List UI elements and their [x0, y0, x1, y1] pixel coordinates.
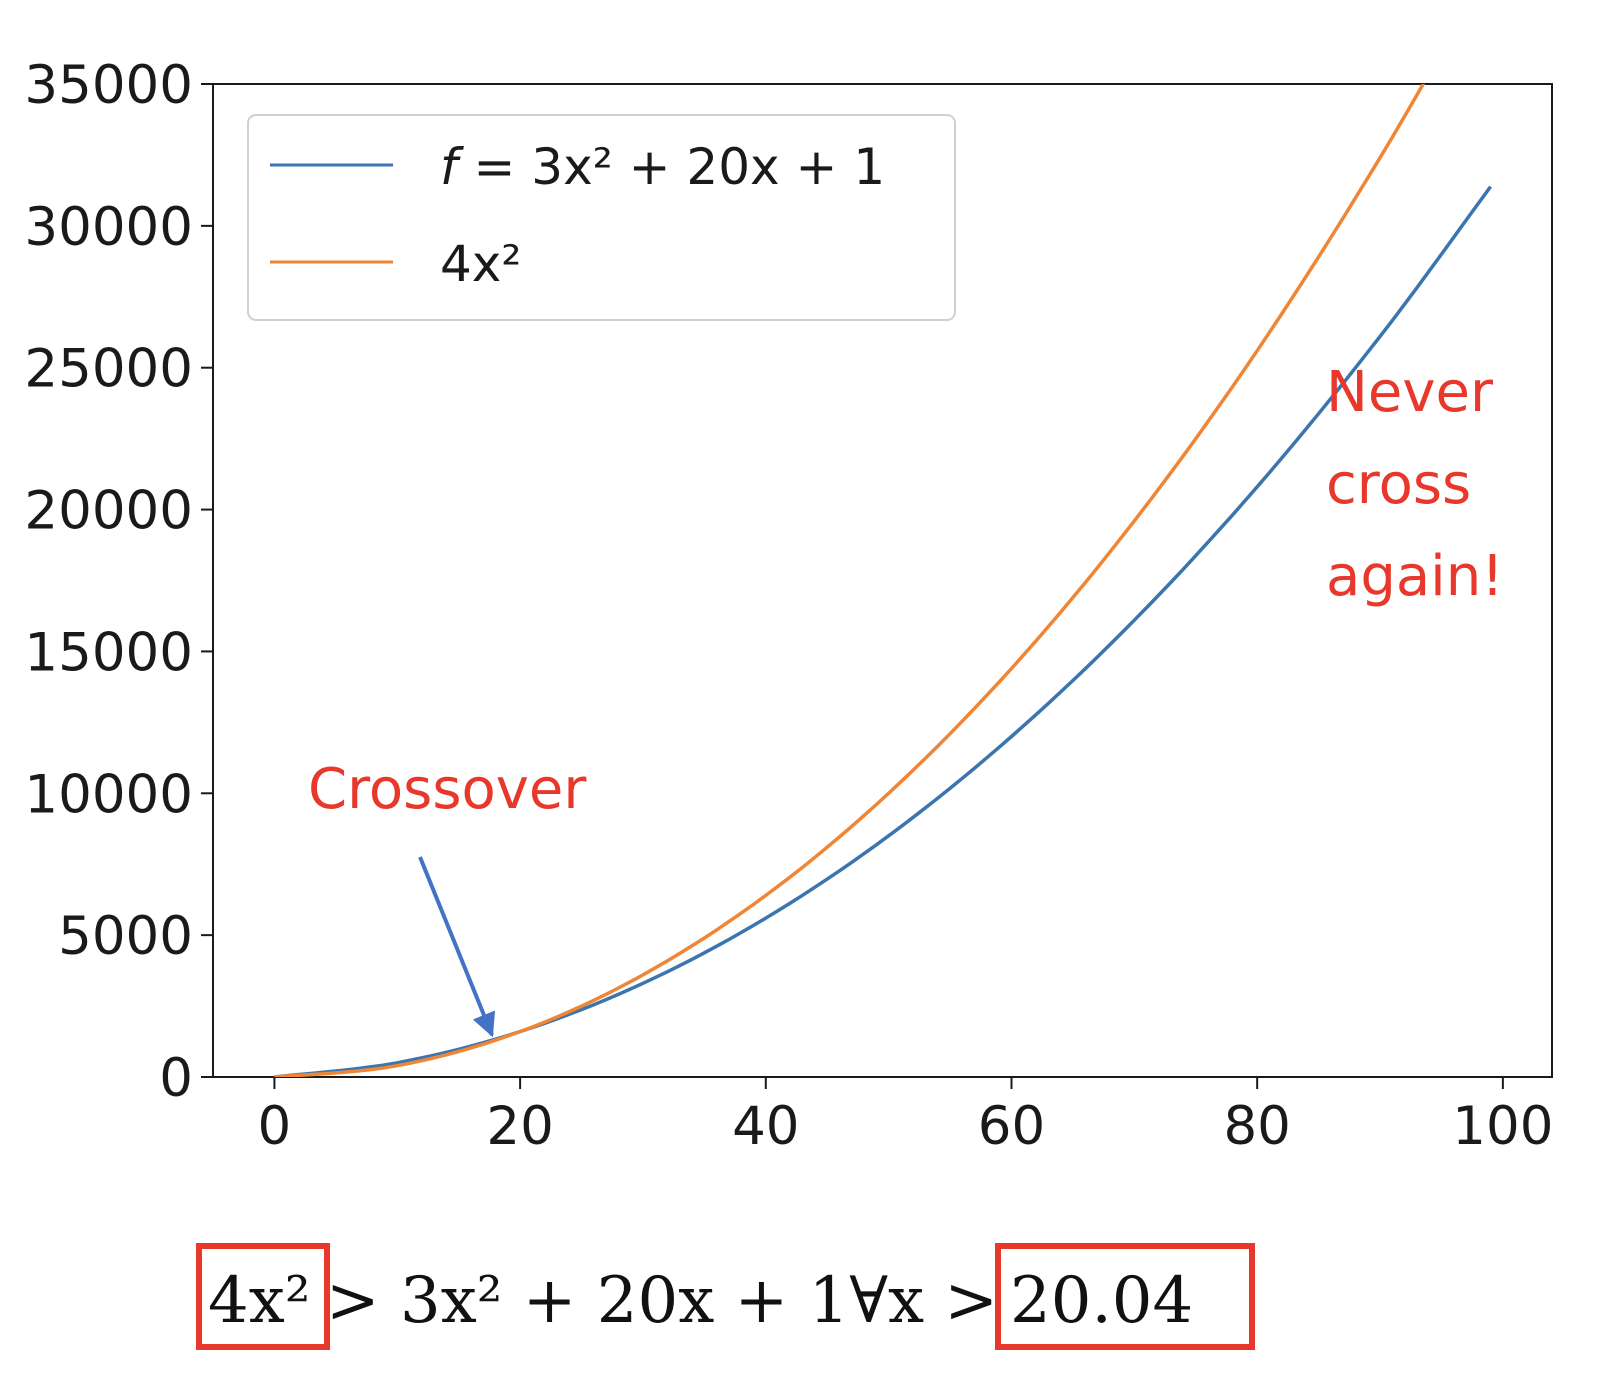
y-tick-label: 25000 — [24, 339, 193, 400]
series-line-1 — [274, 84, 1426, 1077]
x-tick-label: 40 — [732, 1096, 799, 1157]
y-tick-label: 10000 — [24, 764, 193, 825]
crossover-arrow — [418, 856, 496, 1038]
y-tick-label: 35000 — [24, 55, 193, 116]
y-axis: 0 5000 10000 15000 20000 25000 30000 35000 — [24, 55, 213, 1109]
never-cross-line-3: again! — [1326, 544, 1504, 609]
never-cross-line-2: cross — [1326, 452, 1471, 517]
y-tick-label: 0 — [159, 1048, 193, 1109]
x-tick-label: 100 — [1452, 1096, 1553, 1157]
formula: 4x² > 3x² + 20x + 1∀x > 20.04 — [196, 1243, 1255, 1350]
x-tick-label: 60 — [978, 1096, 1045, 1157]
legend-box — [247, 114, 956, 321]
formula-left: 4x² — [208, 1264, 310, 1338]
crossover-annotation: Crossover — [308, 757, 587, 822]
series-group — [274, 84, 1493, 1077]
formula-right: 20.04 — [1010, 1264, 1193, 1338]
x-tick-label: 0 — [258, 1096, 292, 1157]
x-tick-label: 80 — [1223, 1096, 1290, 1157]
y-tick-label: 20000 — [24, 481, 193, 542]
never-cross-line-1: Never — [1326, 360, 1494, 425]
plot-frame — [212, 83, 1553, 1078]
formula-box-right — [995, 1243, 1255, 1350]
y-tick-label: 15000 — [24, 622, 193, 683]
formula-middle: > 3x² + 20x + 1∀x > — [326, 1264, 998, 1338]
y-tick-label: 5000 — [58, 906, 193, 967]
legend-label-f: f = 3x² + 20x + 1 — [440, 138, 885, 196]
x-axis: 0 20 40 60 80 100 — [258, 1077, 1553, 1157]
y-tick-label: 30000 — [24, 197, 193, 258]
formula-box-left — [196, 1243, 330, 1350]
legend: f = 3x² + 20x + 1 4x² — [247, 114, 956, 321]
legend-label-4x2: 4x² — [440, 235, 521, 293]
x-tick-label: 20 — [486, 1096, 553, 1157]
